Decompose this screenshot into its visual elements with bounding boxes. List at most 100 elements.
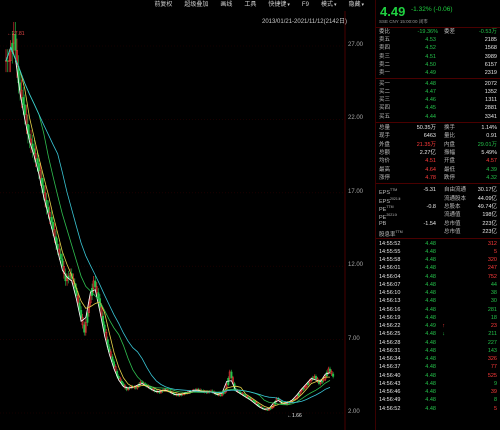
stat-label: 总量 [379, 125, 391, 131]
kline-chart[interactable]: 2013/01/21-2021/11/12(2142日) ←27.81 ←1.6… [0, 11, 375, 430]
fundamental-label: 总股本 [444, 203, 461, 210]
candle-body [6, 60, 9, 62]
panel-divider [376, 121, 500, 123]
tick-row[interactable]: 14:56:01 4.48 247 [376, 264, 500, 272]
tick-price: 4.48 [425, 347, 436, 354]
tick-price: 4.48 [425, 389, 436, 395]
ratio-label: 委比 [379, 29, 391, 35]
toolbar-item[interactable]: 画线 [220, 2, 233, 8]
candle-body [8, 60, 11, 62]
fundamental-value: 198亿 [482, 212, 497, 219]
tick-volume: 326 [487, 356, 497, 362]
fundamental-value: -5.31 [423, 187, 436, 194]
candle-body [78, 302, 81, 311]
fundamental-value: -0.8 [426, 203, 436, 210]
chart-date-range: 2013/01/21-2021/11/12(2142日) [262, 19, 347, 25]
bid-row: 买三 4.46 1311 [376, 96, 500, 104]
bid-price: 4.45 [425, 105, 436, 112]
tick-row[interactable]: 14:55:58 4.48 320 [376, 256, 500, 264]
candle-body [111, 356, 114, 362]
tick-time: 14:56:07 [379, 281, 401, 288]
candle-body [329, 368, 332, 372]
fundamental-label: 总市值 [444, 220, 461, 227]
candle-body [66, 278, 69, 282]
candle-body [14, 34, 17, 51]
tick-row[interactable]: 14:56:52 4.48 5 [376, 405, 500, 413]
tick-row[interactable]: 14:56:07 4.48 44 [376, 281, 500, 289]
candle-body [51, 221, 54, 230]
toolbar-item[interactable]: F9 [301, 2, 309, 8]
tick-time: 14:56:01 [379, 265, 401, 272]
bid-label: 买四 [379, 105, 391, 112]
toolbar-item[interactable]: 隐藏 [342, 1, 370, 10]
tick-row[interactable]: 14:56:25 4.48 ↓ 211 [376, 330, 500, 338]
candle-body [158, 391, 161, 393]
stat-row: 总量 50.35万 换手 1.14% [376, 124, 500, 132]
tick-row[interactable]: 14:56:31 4.48 143 [376, 347, 500, 355]
toolbar-item[interactable]: 前复权 [154, 2, 173, 8]
panel-divider [376, 78, 500, 79]
toolbar-item[interactable]: 工具 [244, 2, 257, 8]
bid-label: 买二 [379, 88, 391, 95]
candle-body [48, 212, 51, 218]
candle-body [134, 387, 137, 389]
candle-body [15, 50, 18, 67]
tick-time: 14:56:22 [379, 323, 401, 329]
ask-volume: 2319 [484, 70, 497, 77]
stat-label: 量比 [444, 133, 456, 140]
tick-time: 14:56:13 [379, 298, 401, 305]
tick-volume: 227 [487, 339, 497, 346]
market-status: SSE CNY 15:00:00 闭市 [379, 19, 428, 24]
bid-price: 4.48 [425, 80, 436, 87]
tick-time: 14:56:40 [379, 372, 401, 379]
tick-row[interactable]: 14:56:22 4.49 ↑ 23 [376, 322, 500, 330]
toolbar-item[interactable]: 快捷键 [262, 1, 296, 10]
candle-body [50, 217, 53, 223]
tick-row[interactable]: 14:56:37 4.48 77 [376, 363, 500, 371]
ratio-value: -19.36% [417, 29, 439, 35]
tick-price: 4.48 [425, 248, 436, 255]
candle-body [39, 170, 42, 179]
ask-row: 卖二 4.50 6157 [376, 61, 500, 69]
stat-row: 外盘 21.35万 内盘 29.01万 [376, 141, 500, 149]
tick-row[interactable]: 14:56:13 4.48 30 [376, 297, 500, 305]
toolbar-item[interactable]: 模式 [315, 1, 343, 10]
fundamental-label: PB [379, 220, 387, 227]
tick-row[interactable]: 14:56:46 4.48 39 [376, 388, 500, 396]
stat-label: 内盘 [444, 141, 456, 148]
chart-canvas[interactable] [0, 11, 375, 430]
tick-row[interactable]: 14:55:52 4.48 312 [376, 240, 500, 248]
tick-row[interactable]: 14:56:49 4.48 8 [376, 396, 500, 404]
candle-body [94, 280, 97, 287]
candle-body [159, 391, 162, 393]
tick-row[interactable]: 14:56:28 4.48 227 [376, 339, 500, 347]
candle-body [122, 383, 125, 386]
tick-row[interactable]: 14:55:55 4.48 5 [376, 248, 500, 256]
candle-body [23, 104, 26, 115]
tick-row[interactable]: 14:56:10 4.48 38 [376, 289, 500, 297]
fundamental-period: TTM [386, 204, 394, 209]
tick-row[interactable]: 14:56:04 4.48 752 [376, 273, 500, 281]
tick-row[interactable]: 14:56:40 4.48 525 [376, 372, 500, 380]
tick-volume: 38 [490, 290, 497, 296]
price-axis-label: 2.00 [348, 409, 360, 415]
tick-row[interactable]: 14:56:19 4.48 18 [376, 314, 500, 322]
stat-label: 均价 [379, 158, 391, 165]
tick-row[interactable]: 14:56:16 4.48 281 [376, 306, 500, 314]
candle-body [97, 292, 100, 299]
price-axis-label: 17.00 [348, 188, 364, 195]
fundamental-row: PB -1.54 总市值 223亿 [376, 220, 500, 228]
ask-price: 4.49 [425, 70, 436, 77]
ask-price: 4.53 [425, 37, 436, 43]
tick-row[interactable]: 14:56:34 4.48 326 [376, 355, 500, 363]
order-ratio-row: 委比 -19.36% 委差 -0.53万 [376, 28, 500, 36]
tick-volume: 525 [487, 372, 497, 379]
toolbar-item[interactable]: 超级叠加 [184, 2, 209, 8]
candle-body [267, 408, 270, 411]
tick-time: 14:55:58 [379, 257, 401, 263]
tick-price: 4.48 [425, 339, 436, 346]
stat-label: 振幅 [444, 149, 456, 156]
candle-body [37, 163, 40, 171]
candle-body [244, 395, 247, 397]
tick-row[interactable]: 14:56:43 4.48 9 [376, 380, 500, 388]
